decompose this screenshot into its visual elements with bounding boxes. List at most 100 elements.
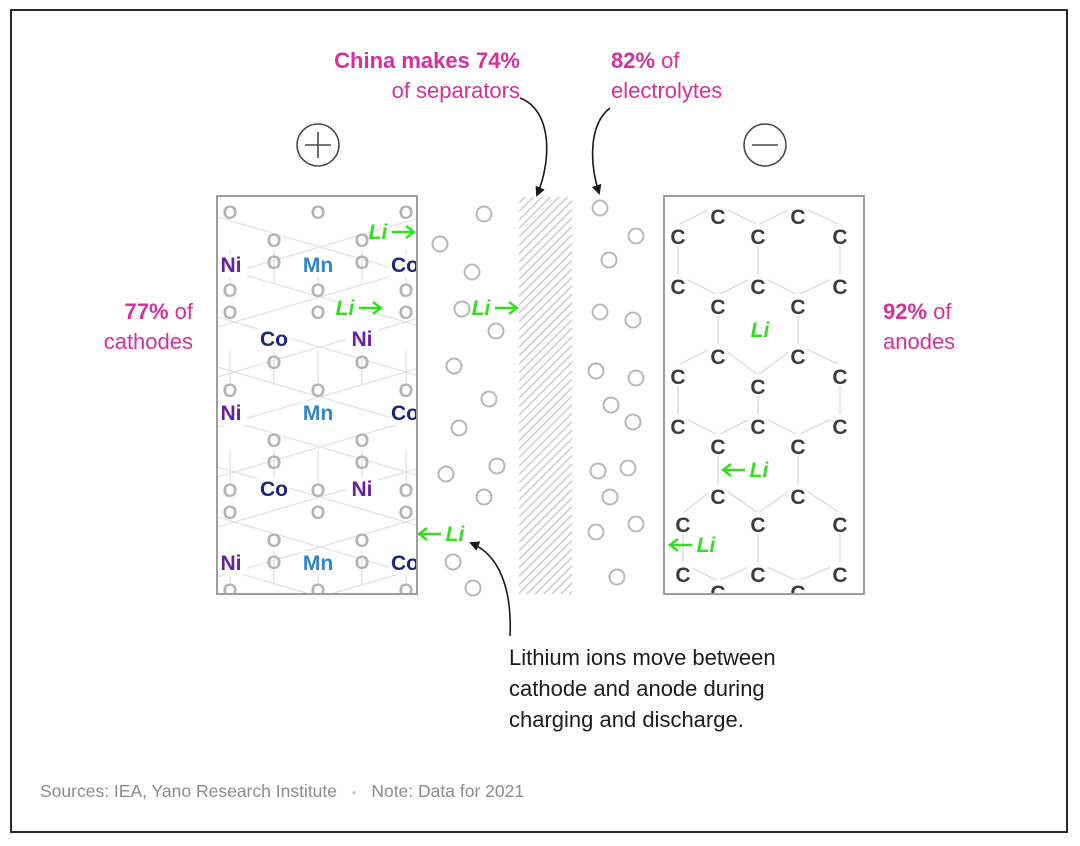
cathodes-text: cathodes — [103, 329, 193, 354]
atom-halo — [748, 374, 768, 396]
oxygen-atom: O — [223, 281, 238, 302]
plus-circle-icon — [296, 123, 340, 167]
oxygen-atom: O — [267, 431, 282, 452]
oxygen-atom: O — [267, 531, 282, 552]
atom-halo — [389, 401, 416, 425]
oxygen-atom: O — [355, 253, 370, 274]
electrolyte-bubble — [464, 579, 482, 597]
cathode-box — [216, 195, 418, 595]
manganese-atom: Mn — [303, 552, 333, 575]
electrolyte-bubble — [488, 457, 506, 475]
left-arrowhead-icon — [417, 527, 428, 541]
lithium-ion: Li — [721, 459, 770, 482]
atom-halo — [673, 512, 693, 534]
separator-membrane — [519, 197, 572, 594]
anodes-text: anodes — [883, 329, 956, 354]
oxygen-atom: O — [223, 581, 238, 602]
carbon-atom: C — [675, 564, 690, 587]
oxygen-atom: O — [399, 481, 414, 502]
carbon-atom: C — [710, 206, 725, 229]
atom-halo — [346, 327, 378, 351]
atom-halo — [708, 484, 728, 506]
lithium-ions: Li Li Li Li Li Li Li — [336, 221, 771, 557]
oxygen-atom: O — [223, 203, 238, 224]
carbon-atom: C — [750, 276, 765, 299]
atom-halo — [668, 224, 688, 246]
nickel-atom: Ni — [221, 254, 242, 277]
lithium-ion: Li — [668, 534, 717, 557]
lithium-symbol: Li — [369, 221, 389, 244]
atom-halo — [748, 512, 768, 534]
carbon-atom: C — [710, 582, 725, 605]
lithium-ion: Li — [336, 297, 383, 320]
electrolyte-bubble — [587, 523, 605, 541]
electrolyte-callout-arrow — [591, 107, 611, 195]
oxygen-atom: O — [311, 203, 326, 224]
electrolyte-bubble — [624, 413, 642, 431]
atom-halo — [708, 294, 728, 316]
carbon-atom: C — [675, 514, 690, 537]
atom-halo — [302, 401, 334, 425]
atom-halo — [830, 274, 850, 296]
oxygen-atom: O — [267, 253, 282, 274]
electrolytes-share: 82% — [611, 48, 656, 73]
atom-halo — [668, 364, 688, 386]
carbon-atom: C — [832, 226, 847, 249]
carbon-atom: C — [832, 514, 847, 537]
lithium-symbol: Li — [697, 534, 717, 557]
electrolyte-bubble — [619, 459, 637, 477]
separator-callout-arrow — [519, 97, 548, 197]
nickel-atom: Ni — [221, 402, 242, 425]
oxygen-atom: O — [311, 281, 326, 302]
oxygen-atom: O — [399, 581, 414, 602]
left-arrowhead-icon — [721, 463, 732, 477]
electrolyte-bubble — [591, 303, 609, 321]
oxygen-atom: O — [355, 353, 370, 374]
anode-atoms: C CC C CC C CC CC CC C CC C CC CC CC C CC C CC C — [668, 204, 850, 605]
atom-halo — [830, 562, 850, 584]
cathodes-label: 77% of cathodes — [40, 297, 193, 357]
atom-halo — [830, 224, 850, 246]
carbon-atom: C — [750, 226, 765, 249]
electrolyte-bubble — [450, 419, 468, 437]
carbon-atom: C — [750, 416, 765, 439]
atom-halo — [748, 414, 768, 436]
carbon-atom: C — [832, 564, 847, 587]
oxygen-atom: O — [267, 453, 282, 474]
nickel-atom: Ni — [221, 552, 242, 575]
electrolyte-bubble — [487, 322, 505, 340]
carbon-atom: C — [790, 206, 805, 229]
electrolytes-text: electrolytes — [611, 78, 723, 103]
atom-halo — [708, 434, 728, 456]
atom-halo — [668, 414, 688, 436]
atom-halo — [218, 253, 247, 277]
atom-halo — [788, 434, 808, 456]
nickel-atom: Ni — [352, 328, 373, 351]
carbon-atom: C — [832, 416, 847, 439]
footer-sources: Sources: IEA, Yano Research Institute • … — [40, 781, 524, 802]
right-arrowhead-icon — [508, 301, 519, 315]
separators-share: China makes 74% — [334, 48, 520, 73]
oxygen-atom: O — [223, 503, 238, 524]
electrolyte-bubble — [627, 227, 645, 245]
oxygen-atom: O — [355, 231, 370, 252]
oxygen-atom: O — [399, 381, 414, 402]
carbon-atom: C — [750, 564, 765, 587]
atom-halo — [788, 294, 808, 316]
separators-label: China makes 74% of separators — [270, 46, 520, 106]
left-arrowhead-icon — [668, 538, 679, 552]
lithium-symbol: Li — [751, 319, 771, 342]
atom-halo — [673, 562, 693, 584]
carbon-atom: C — [670, 366, 685, 389]
lithium-symbol: Li — [750, 459, 770, 482]
carbon-atom: C — [832, 366, 847, 389]
nickel-atom: Ni — [352, 478, 373, 501]
oxygen-atom: O — [267, 231, 282, 252]
atom-halo — [830, 512, 850, 534]
separators-text: of separators — [391, 78, 520, 103]
cobalt-atom: Co — [391, 254, 419, 277]
electrolyte-bubble — [600, 251, 618, 269]
electrolyte-bubble — [463, 263, 481, 281]
lithium-ion: Li — [417, 523, 465, 546]
atom-halo — [748, 274, 768, 296]
